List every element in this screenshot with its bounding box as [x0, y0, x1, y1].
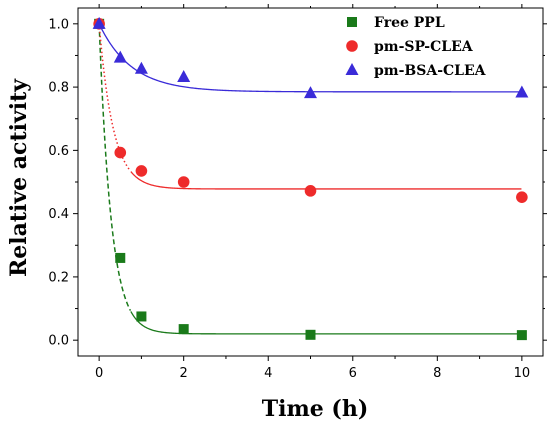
legend-marker — [345, 63, 359, 75]
y-tick-label: 0.6 — [48, 144, 69, 159]
x-tick-label: 10 — [514, 366, 531, 381]
legend: Free PPL pm-SP-CLEA pm-BSA-CLEA — [345, 15, 487, 79]
axes: 0 2 4 6 8 10 0.0 0.2 0.4 0.6 0.8 1.0 — [48, 4, 547, 381]
legend-marker — [346, 40, 358, 52]
data-point — [516, 191, 528, 203]
data-point — [516, 330, 527, 341]
data-point — [177, 176, 190, 188]
data-point — [177, 69, 191, 82]
y-axis-title: Relative activity — [6, 78, 32, 277]
x-axis-title: Time (h) — [262, 396, 368, 422]
fit-curve-segment — [98, 23, 132, 172]
y-tick-label: 0.2 — [48, 270, 69, 285]
x-tick-label: 2 — [180, 366, 188, 381]
data-point — [136, 311, 147, 322]
x-tick-label: 8 — [433, 366, 441, 381]
plot-frame — [77, 7, 544, 357]
data-point — [305, 329, 316, 340]
x-tick-label: 0 — [95, 366, 103, 381]
y-tick-label: 0.4 — [48, 207, 69, 222]
data-markers — [92, 16, 529, 341]
data-point — [135, 165, 148, 177]
data-point — [115, 252, 126, 263]
legend-label: pm-SP-CLEA — [374, 39, 474, 55]
data-point — [515, 85, 529, 98]
data-point — [114, 146, 127, 159]
legend-label: Free PPL — [374, 15, 445, 31]
legend-label: pm-BSA-CLEA — [374, 63, 487, 79]
x-tick-label: 4 — [264, 366, 272, 381]
y-tick-label: 0.0 — [48, 334, 69, 349]
data-point — [134, 61, 148, 74]
y-tick-label: 1.0 — [48, 17, 69, 32]
data-point — [178, 324, 189, 335]
data-point — [304, 185, 317, 197]
fit-curve — [130, 171, 522, 190]
data-point — [113, 50, 127, 63]
x-tick-label: 6 — [349, 366, 357, 381]
legend-marker — [347, 17, 357, 27]
fit-curve-segment — [98, 23, 132, 311]
y-tick-label: 0.8 — [48, 81, 69, 96]
fit-curve — [130, 311, 522, 335]
data-point — [304, 86, 317, 99]
data-point — [92, 16, 106, 29]
fit-curves — [98, 23, 522, 335]
fit-curve — [98, 23, 522, 93]
